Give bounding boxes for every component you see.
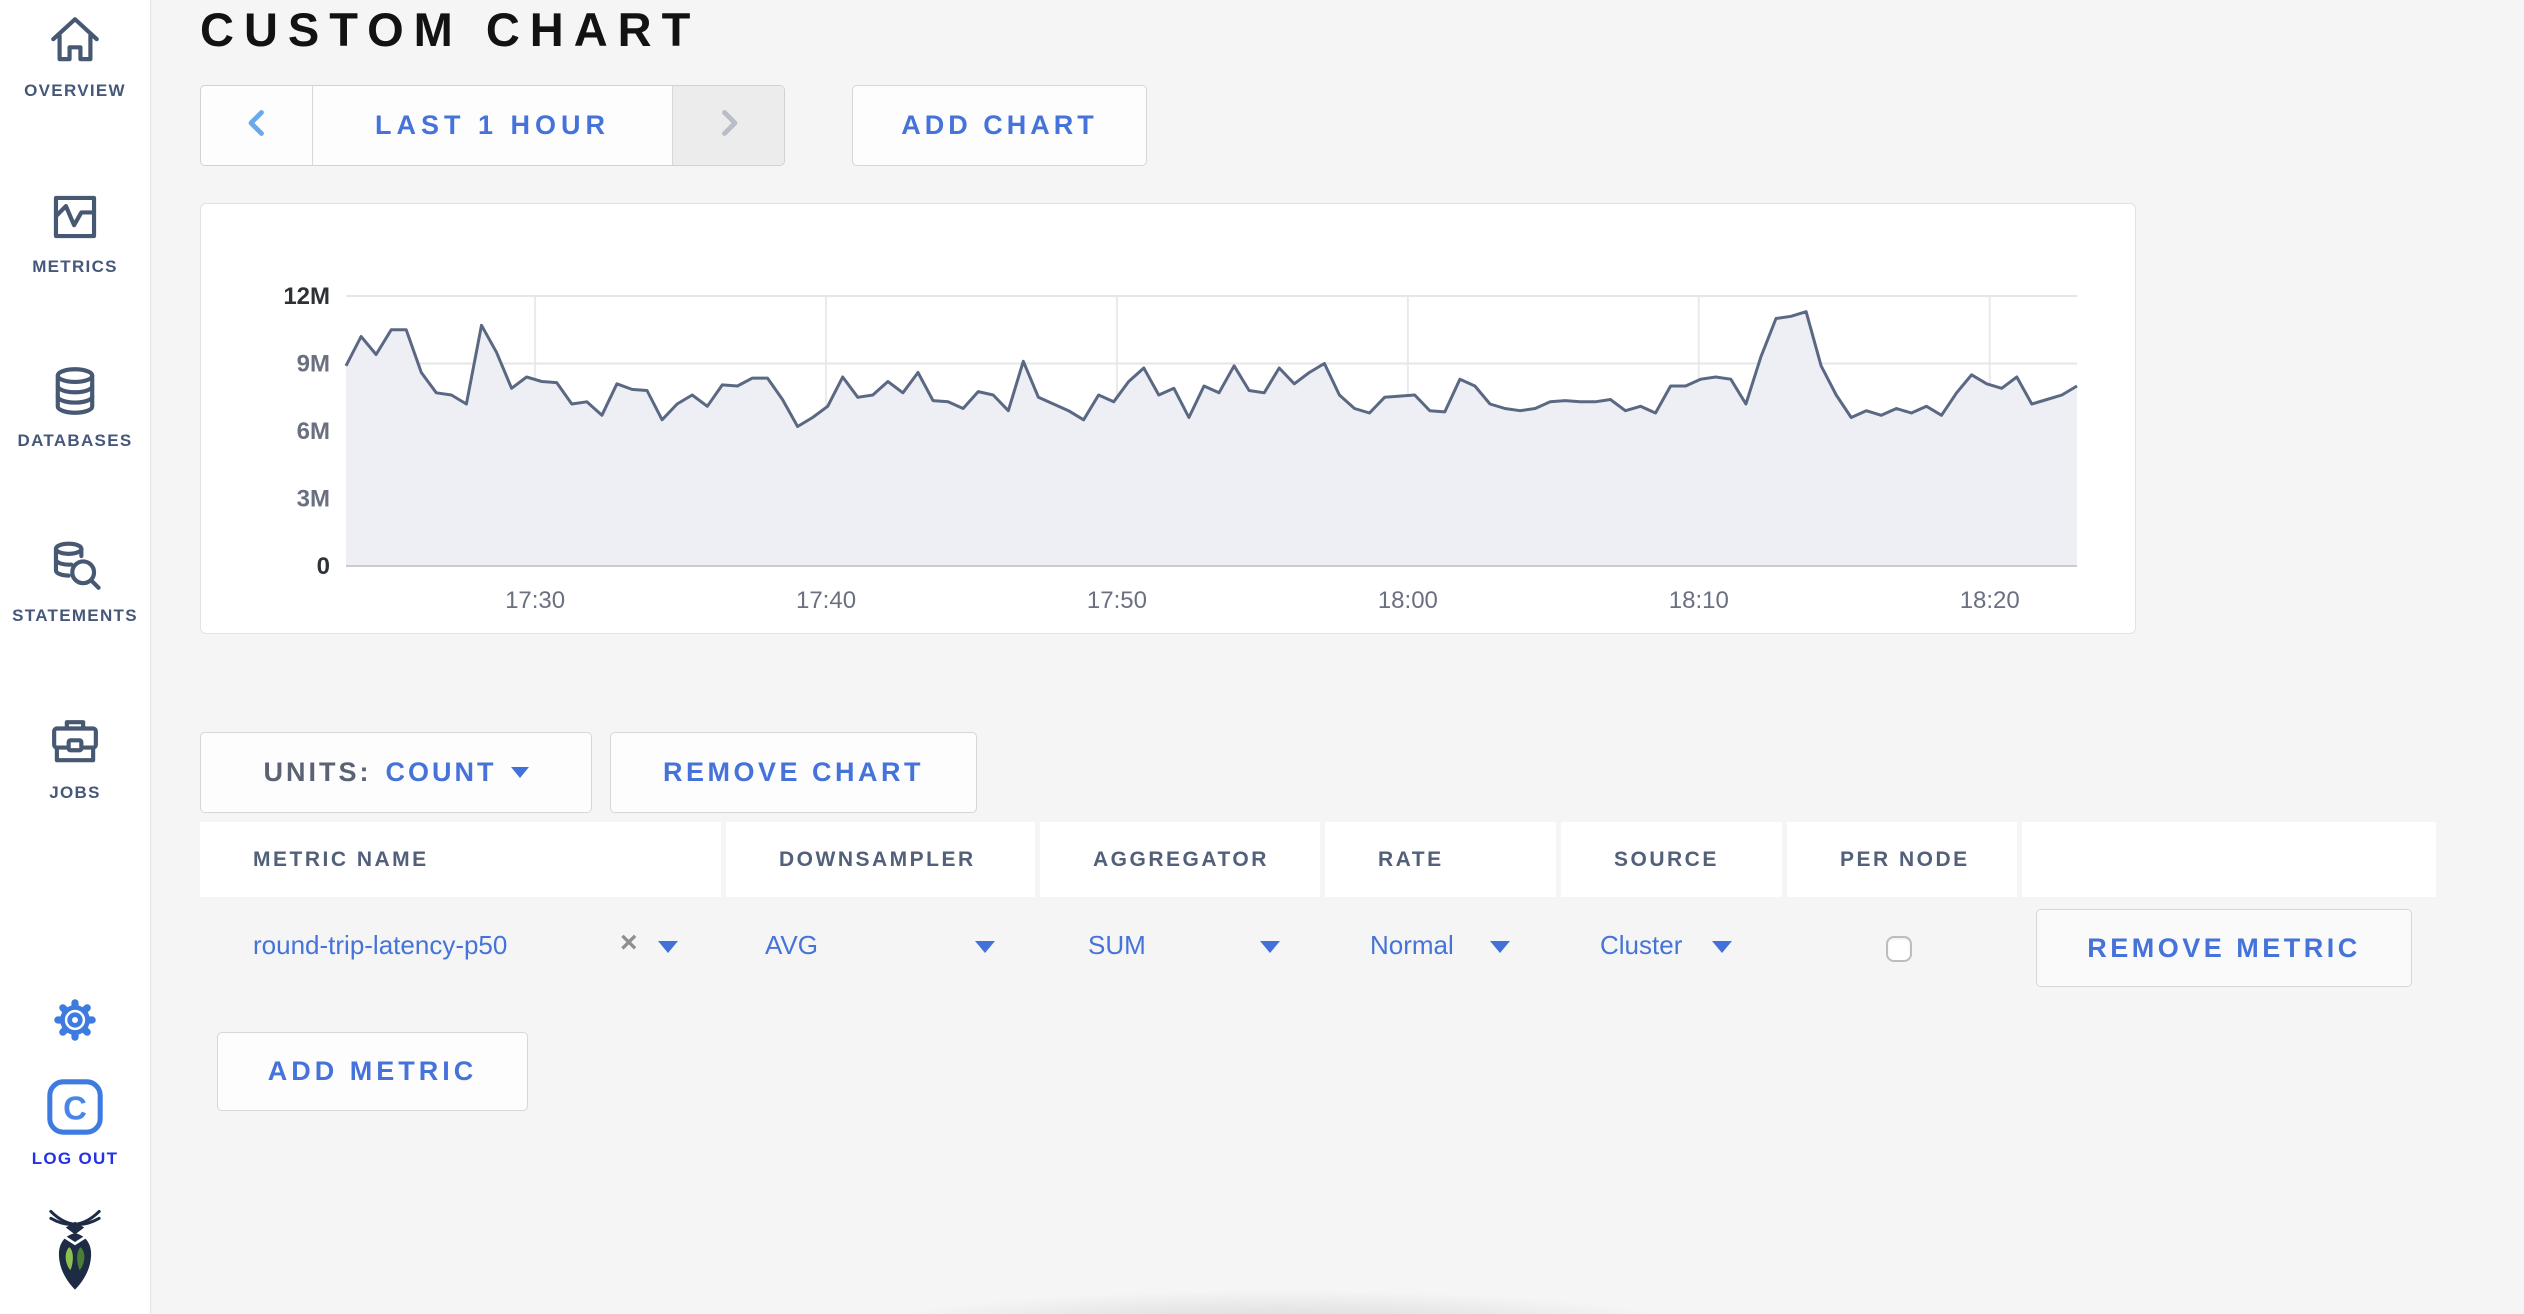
time-range-selector: LAST 1 HOUR xyxy=(200,85,785,166)
chevron-down-icon xyxy=(510,767,529,778)
metrics-icon xyxy=(46,195,104,250)
column-header-aggregator: AGGREGATOR xyxy=(1040,822,1320,897)
chart-card: 0 3M 6M 9M 12M 17:30 17:40 17:50 18:00 18:10 18:20 xyxy=(200,203,2136,634)
sidebar-item-overview[interactable]: OVERVIEW xyxy=(0,12,150,101)
svg-text:18:10: 18:10 xyxy=(1669,587,1729,614)
column-header-rate: RATE xyxy=(1325,822,1556,897)
settings-button[interactable] xyxy=(0,995,150,1050)
downsampler-caret-icon[interactable] xyxy=(975,941,995,953)
svg-text:17:40: 17:40 xyxy=(796,587,856,614)
sidebar-item-jobs[interactable]: JOBS xyxy=(0,714,150,803)
timeseries-chart: 0 3M 6M 9M 12M 17:30 17:40 17:50 18:00 18:10 18:20 xyxy=(283,283,2078,614)
aggregator-caret-icon[interactable] xyxy=(1260,941,1280,953)
cockroach-logo[interactable] xyxy=(0,1208,150,1305)
sidebar-label: STATEMENTS xyxy=(12,606,138,625)
database-icon xyxy=(46,367,104,424)
metric-name-select[interactable]: round-trip-latency-p50 xyxy=(253,930,508,960)
statements-icon xyxy=(46,541,104,599)
remove-chart-button[interactable]: REMOVE CHART xyxy=(610,732,977,813)
source-select[interactable]: Cluster xyxy=(1600,930,1683,960)
sidebar-item-databases[interactable]: DATABASES xyxy=(0,362,150,451)
logout-label: LOG OUT xyxy=(31,1149,119,1168)
svg-text:3M: 3M xyxy=(297,486,330,513)
units-dropdown[interactable]: UNITS: COUNT xyxy=(200,732,592,813)
time-range-dropdown[interactable]: LAST 1 HOUR xyxy=(374,110,610,140)
column-header-empty xyxy=(2022,822,2436,897)
remove-metric-button[interactable]: REMOVE METRIC xyxy=(2036,909,2412,987)
units-value: COUNT xyxy=(385,757,497,787)
svg-text:17:50: 17:50 xyxy=(1087,587,1147,614)
gear-icon xyxy=(50,999,100,1049)
time-range-next-button[interactable] xyxy=(672,86,784,165)
sidebar-label: OVERVIEW xyxy=(24,81,126,100)
sidebar-label: METRICS xyxy=(32,257,118,276)
per-node-checkbox[interactable] xyxy=(1886,936,1912,962)
svg-text:9M: 9M xyxy=(297,351,330,378)
rate-caret-icon[interactable] xyxy=(1490,941,1510,953)
rate-select[interactable]: Normal xyxy=(1370,930,1454,960)
metric-name-caret-icon[interactable] xyxy=(658,941,678,953)
clear-metric-icon[interactable]: × xyxy=(620,926,638,959)
home-icon xyxy=(46,17,104,74)
column-header-source: SOURCE xyxy=(1561,822,1782,897)
time-range-prev-button[interactable] xyxy=(201,86,313,165)
chevron-right-icon xyxy=(718,108,740,143)
briefcase-icon xyxy=(46,720,104,776)
column-header-metric-name: METRIC NAME xyxy=(200,822,721,897)
svg-text:12M: 12M xyxy=(283,283,330,310)
user-avatar: C xyxy=(44,1079,106,1142)
svg-text:18:00: 18:00 xyxy=(1378,587,1438,614)
add-metric-button[interactable]: ADD METRIC xyxy=(217,1032,528,1111)
svg-text:C: C xyxy=(63,1090,87,1127)
chevron-left-icon xyxy=(246,108,268,143)
column-header-downsampler: DOWNSAMPLER xyxy=(726,822,1035,897)
add-chart-button[interactable]: ADD CHART xyxy=(852,85,1147,166)
source-caret-icon[interactable] xyxy=(1712,941,1732,953)
aggregator-select[interactable]: SUM xyxy=(1088,930,1146,960)
svg-text:17:30: 17:30 xyxy=(505,587,565,614)
sidebar-item-statements[interactable]: STATEMENTS xyxy=(0,537,150,626)
logout-button[interactable]: C LOG OUT xyxy=(0,1076,150,1169)
svg-text:6M: 6M xyxy=(297,418,330,445)
bottom-shadow xyxy=(620,1288,1940,1314)
svg-text:18:20: 18:20 xyxy=(1960,587,2020,614)
column-header-per-node: PER NODE xyxy=(1787,822,2017,897)
units-label: UNITS: xyxy=(263,757,372,787)
sidebar-item-metrics[interactable]: METRICS xyxy=(0,188,150,277)
sidebar-label: DATABASES xyxy=(17,431,133,450)
svg-text:0: 0 xyxy=(317,553,330,580)
downsampler-select[interactable]: AVG xyxy=(765,930,818,960)
sidebar-label: JOBS xyxy=(49,783,101,802)
page-title: CUSTOM CHART xyxy=(200,3,701,56)
sidebar: OVERVIEW METRICS DATABASES xyxy=(0,0,151,1314)
